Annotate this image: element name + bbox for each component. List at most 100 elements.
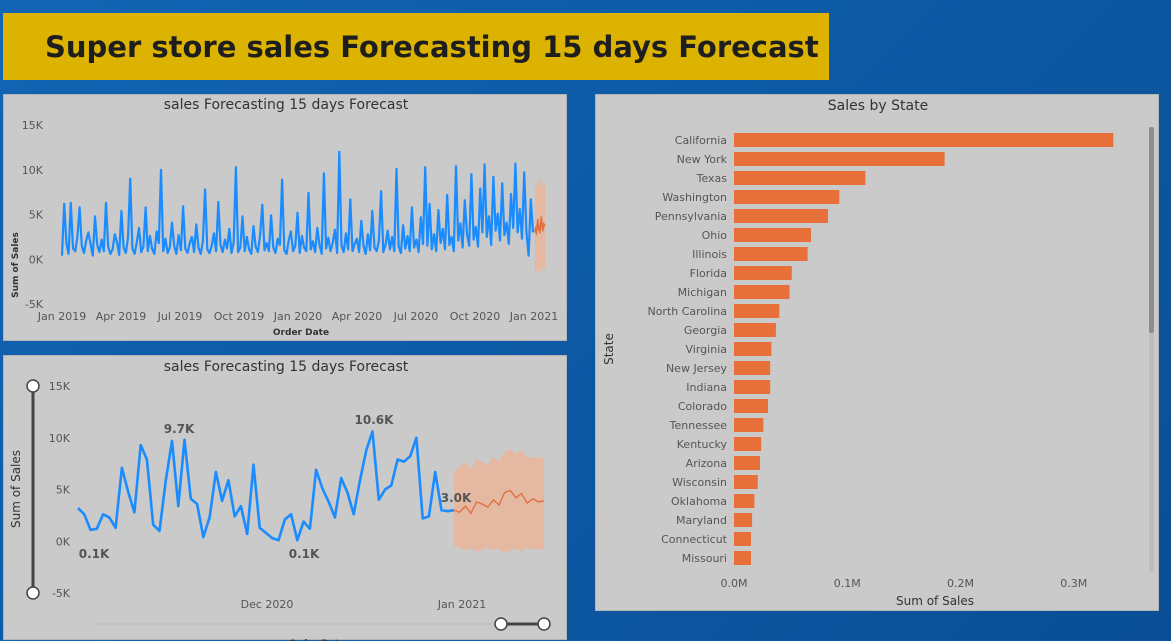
x-tick-label: Jul 2019 xyxy=(157,310,203,323)
state-bar[interactable] xyxy=(734,551,751,565)
x-tick-label: 0.3M xyxy=(1060,577,1087,590)
y-axis-label: State xyxy=(602,333,616,365)
y-tick-label: 0K xyxy=(29,253,44,266)
x-tick-label: Oct 2020 xyxy=(450,310,501,323)
state-bar[interactable] xyxy=(734,380,771,394)
dashboard-title-banner: Super store sales Forecasting 15 days Fo… xyxy=(3,13,829,80)
x-tick-label: 0.1M xyxy=(834,577,861,590)
x-tick-label: Jan 2021 xyxy=(509,310,558,323)
page-title: Super store sales Forecasting 15 days Fo… xyxy=(45,29,819,64)
state-bar[interactable] xyxy=(734,285,790,299)
y-axis-label: Sum of Sales xyxy=(9,450,23,528)
state-bar[interactable] xyxy=(734,494,755,508)
chart-title: sales Forecasting 15 days Forecast xyxy=(164,97,409,113)
state-label: Washington xyxy=(662,191,727,204)
x-tick-label: Dec 2020 xyxy=(241,598,294,611)
chart-title: sales Forecasting 15 days Forecast xyxy=(164,359,409,375)
x-tick-label: Apr 2020 xyxy=(332,310,383,323)
state-label: Georgia xyxy=(684,324,727,337)
x-tick-label: Oct 2019 xyxy=(214,310,265,323)
actual-sales-line xyxy=(60,150,535,257)
state-bar[interactable] xyxy=(734,513,753,527)
state-label: Ohio xyxy=(702,229,728,242)
state-label: New York xyxy=(677,153,728,166)
state-bar[interactable] xyxy=(734,323,776,337)
x-range-slider-left-handle[interactable] xyxy=(494,617,508,631)
state-label: North Carolina xyxy=(647,305,727,318)
state-bar[interactable] xyxy=(734,437,762,451)
bar-chart-sales-by-state[interactable]: Sales by State California New York Texas Was… xyxy=(596,95,1160,612)
state-bar[interactable] xyxy=(734,190,840,204)
state-bar[interactable] xyxy=(734,456,760,470)
state-bar[interactable] xyxy=(734,532,751,546)
y-tick-label: 0K xyxy=(56,535,71,548)
state-bar[interactable] xyxy=(734,475,758,489)
state-bar[interactable] xyxy=(734,266,792,280)
state-bar[interactable] xyxy=(734,304,780,318)
x-tick-label: Apr 2019 xyxy=(96,310,147,323)
x-tick-label: 0.2M xyxy=(947,577,974,590)
state-label: Indiana xyxy=(686,381,727,394)
x-tick-label: Jan 2020 xyxy=(273,310,322,323)
state-bar[interactable] xyxy=(734,209,828,223)
y-tick-label: 10K xyxy=(49,432,71,445)
data-label-min: 0.1K xyxy=(289,547,320,561)
state-bar[interactable] xyxy=(734,152,945,166)
state-label: Virginia xyxy=(686,343,727,356)
y-range-slider-top-handle[interactable] xyxy=(26,379,40,393)
chart-panel-zoomed[interactable]: sales Forecasting 15 days Forecast 15K 10K… xyxy=(3,355,568,641)
x-tick-label: Jan 2021 xyxy=(437,598,486,611)
y-tick-label: -5K xyxy=(25,298,44,311)
state-label: California xyxy=(675,134,727,147)
y-tick-label: 15K xyxy=(22,119,44,132)
state-label: Wisconsin xyxy=(672,476,727,489)
y-tick-label: 5K xyxy=(29,209,44,222)
state-bar[interactable] xyxy=(734,342,772,356)
y-range-slider-bottom-handle[interactable] xyxy=(26,586,40,600)
state-label: New Jersey xyxy=(666,362,728,375)
state-label: Colorado xyxy=(678,400,727,413)
vertical-scrollbar-thumb[interactable] xyxy=(1149,127,1154,333)
state-label: Pennsylvania xyxy=(655,210,727,223)
state-label: Missouri xyxy=(682,552,727,565)
y-tick-label: 10K xyxy=(22,164,44,177)
x-range-slider-right-handle[interactable] xyxy=(537,617,551,631)
state-bar[interactable] xyxy=(734,228,811,242)
state-bar[interactable] xyxy=(734,361,771,375)
state-label: Tennessee xyxy=(669,419,728,432)
data-label-min: 0.1K xyxy=(79,547,110,561)
actual-sales-line xyxy=(77,430,455,542)
state-bar[interactable] xyxy=(734,133,1114,147)
chart-title: Sales by State xyxy=(828,98,928,114)
state-label: Arizona xyxy=(686,457,727,470)
x-axis-label: Sum of Sales xyxy=(896,594,974,608)
forecast-line xyxy=(534,216,546,236)
y-tick-label: 15K xyxy=(49,380,71,393)
x-axis-label: Order Date xyxy=(273,328,329,338)
state-bar[interactable] xyxy=(734,399,768,413)
state-label: Texas xyxy=(696,172,728,185)
y-tick-label: -5K xyxy=(52,587,71,600)
forecast-line xyxy=(453,489,545,515)
data-label-peak: 10.6K xyxy=(355,413,395,427)
line-chart-zoomed[interactable]: sales Forecasting 15 days Forecast 15K 10K… xyxy=(4,356,568,641)
data-label-last-actual: 3.0K xyxy=(441,491,472,505)
line-chart-full-range[interactable]: sales Forecasting 15 days Forecast 15K 10K… xyxy=(4,95,568,342)
state-label: Michigan xyxy=(678,286,727,299)
state-bar[interactable] xyxy=(734,171,866,185)
x-tick-label: 0.0M xyxy=(721,577,748,590)
chart-panel-sales-by-state[interactable]: Sales by State California New York Texas Was… xyxy=(595,94,1159,611)
x-tick-label: Jul 2020 xyxy=(393,310,439,323)
state-label: Florida xyxy=(690,267,727,280)
chart-panel-full-range[interactable]: sales Forecasting 15 days Forecast 15K 10K… xyxy=(3,94,567,341)
state-label: Kentucky xyxy=(677,438,728,451)
x-tick-label: Jan 2019 xyxy=(37,310,86,323)
forecast-confidence-band xyxy=(454,449,544,553)
state-bar[interactable] xyxy=(734,418,764,432)
data-label-peak: 9.7K xyxy=(164,422,195,436)
state-label: Oklahoma xyxy=(671,495,727,508)
state-label: Connecticut xyxy=(661,533,728,546)
y-tick-label: 5K xyxy=(56,484,71,497)
state-label: Illinois xyxy=(692,248,727,261)
state-bar[interactable] xyxy=(734,247,808,261)
